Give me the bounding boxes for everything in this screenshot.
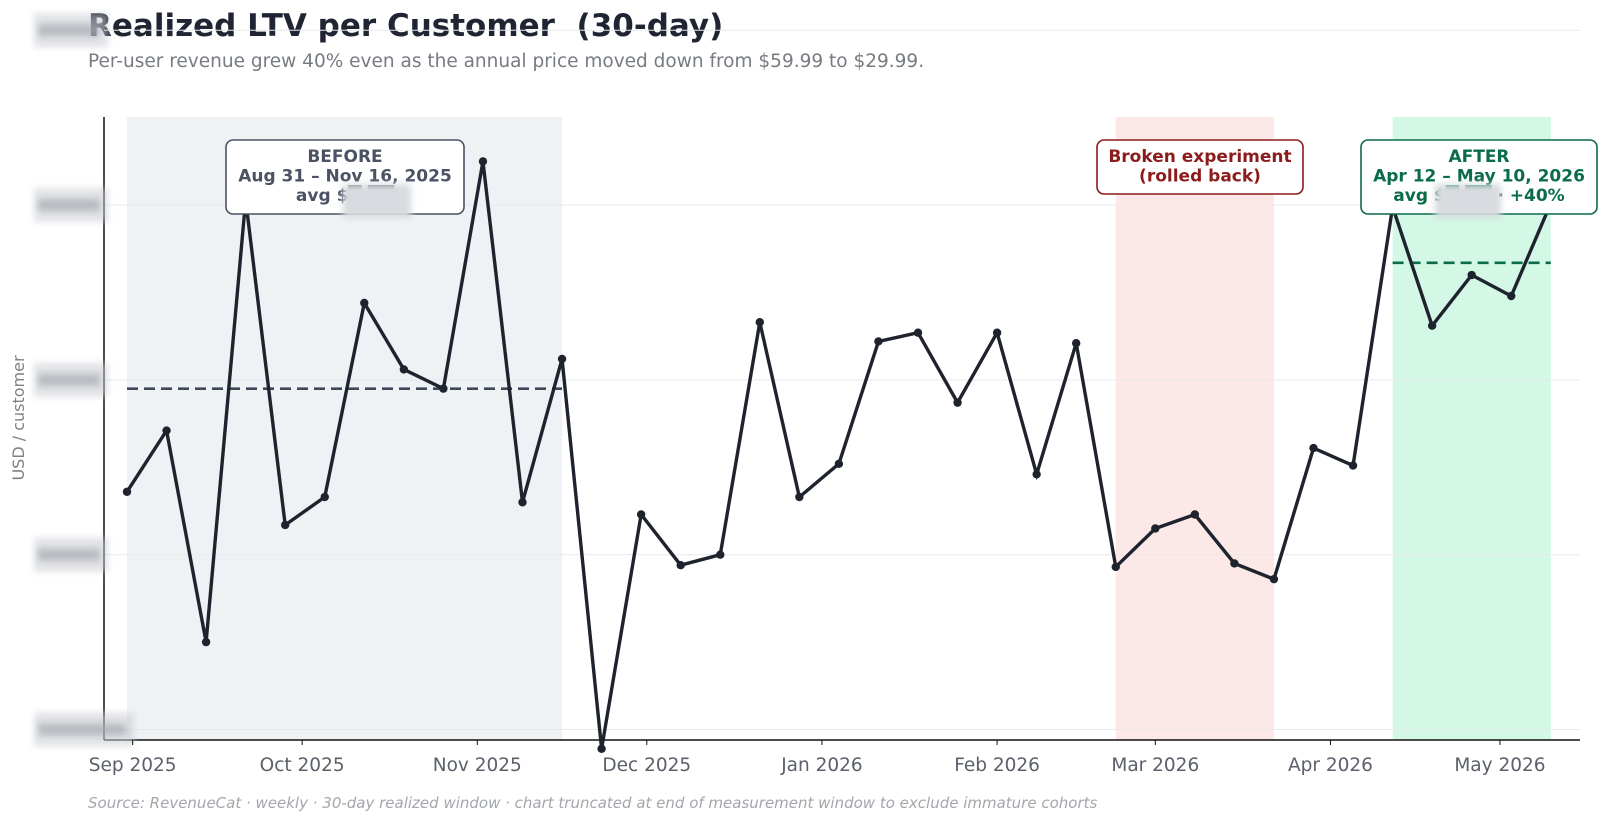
annotation-text: AFTER bbox=[1448, 147, 1509, 167]
annotation-text: Broken experiment bbox=[1108, 147, 1291, 167]
x-tick-label: May 2026 bbox=[1454, 755, 1545, 776]
data-point bbox=[1467, 270, 1476, 280]
source-note: Source: RevenueCat · weekly · 30-day rea… bbox=[88, 794, 1098, 812]
data-point bbox=[1032, 470, 1041, 479]
redacted-value bbox=[343, 184, 411, 218]
annotation-text: Apr 12 – May 10, 2026 bbox=[1373, 167, 1585, 187]
annotation-frame bbox=[1096, 139, 1304, 195]
data-point bbox=[953, 398, 962, 407]
shaded-region-3 bbox=[1392, 117, 1551, 740]
data-point bbox=[676, 560, 685, 570]
x-tick-labels: Sep 2025 Oct 2025 Nov 2025 Dec 2025 Jan 2026… bbox=[89, 740, 1546, 776]
y-tick-label-redacted-text bbox=[38, 548, 100, 561]
y-axis-label: USD / customer bbox=[9, 355, 28, 481]
x-tick-label: Jan 2026 bbox=[780, 755, 862, 776]
data-point bbox=[281, 520, 290, 530]
annotation-text: Aug 31 – Nov 16, 2025 bbox=[238, 167, 452, 187]
shaded-regions bbox=[127, 117, 1551, 740]
x-tick-label: Nov 2025 bbox=[433, 755, 522, 776]
x-tick-label: Feb 2026 bbox=[954, 755, 1040, 776]
data-point bbox=[557, 354, 567, 364]
data-point bbox=[360, 298, 369, 308]
data-point bbox=[1151, 524, 1160, 533]
data-point bbox=[755, 318, 764, 327]
ltv-series bbox=[122, 157, 1556, 753]
data-point bbox=[636, 510, 646, 519]
data-point bbox=[399, 365, 409, 374]
data-point bbox=[834, 459, 844, 469]
x-tick-label: Apr 2026 bbox=[1288, 755, 1373, 776]
data-point bbox=[597, 744, 606, 753]
data-point bbox=[1269, 574, 1279, 584]
y-tick-labels-redacted bbox=[34, 13, 134, 747]
data-point bbox=[1348, 461, 1358, 470]
y-tick-label-redacted-text bbox=[38, 373, 100, 386]
chart-title: Realized LTV per Customer (30-day) bbox=[88, 8, 724, 44]
chart-subtitle: Per-user revenue grew 40% even as the an… bbox=[88, 51, 925, 72]
data-point bbox=[1190, 510, 1200, 519]
annotation-box-2: Broken experiment(rolled back) bbox=[1096, 139, 1304, 195]
data-point bbox=[913, 328, 923, 337]
redacted-value bbox=[1435, 184, 1501, 218]
data-point bbox=[1507, 291, 1516, 301]
x-tick-label: Dec 2025 bbox=[602, 755, 691, 776]
data-point bbox=[1309, 443, 1318, 453]
data-point bbox=[478, 157, 488, 166]
data-point bbox=[1111, 562, 1120, 572]
data-point bbox=[439, 384, 448, 393]
annotation-text: BEFORE bbox=[307, 147, 382, 167]
data-point bbox=[162, 426, 171, 435]
data-point bbox=[201, 637, 211, 647]
x-tick-label: Sep 2025 bbox=[89, 755, 177, 776]
average-lines bbox=[127, 261, 1551, 390]
data-point bbox=[1230, 559, 1239, 568]
data-point bbox=[874, 337, 883, 346]
y-tick-label-redacted-text bbox=[38, 199, 100, 212]
data-point bbox=[992, 328, 1002, 337]
data-point bbox=[1072, 338, 1081, 348]
y-tick-label-redacted-text bbox=[38, 723, 126, 736]
x-tick-label: Mar 2026 bbox=[1111, 755, 1199, 776]
data-point bbox=[122, 487, 132, 496]
data-point bbox=[518, 498, 527, 507]
data-point bbox=[795, 492, 804, 502]
x-tick-label: Oct 2025 bbox=[260, 755, 345, 776]
annotation-text: (rolled back) bbox=[1139, 167, 1261, 187]
data-point bbox=[716, 550, 725, 559]
y-tick-label-redacted-text bbox=[38, 24, 100, 37]
data-point bbox=[1427, 321, 1437, 330]
shaded-region-2 bbox=[1115, 117, 1274, 740]
data-point bbox=[320, 492, 329, 502]
